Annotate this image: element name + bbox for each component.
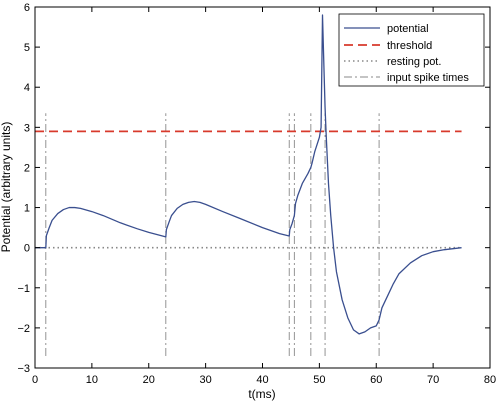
y-tick-label: 2 [24,162,30,174]
x-tick-label: 80 [484,374,496,386]
y-tick-label: −3 [17,363,30,375]
legend-box [338,13,485,87]
legend-label-spikes: input spike times [387,72,469,84]
x-tick-label: 0 [32,374,38,386]
x-tick-label: 20 [143,374,155,386]
y-tick-label: 5 [24,42,30,54]
x-tick-label: 30 [200,374,212,386]
legend-label-potential: potential [387,23,429,35]
y-tick-label: 0 [24,243,30,255]
y-tick-label: −2 [17,323,30,335]
potential-line [35,14,462,335]
x-tick-label: 10 [86,374,98,386]
y-tick-label: −1 [17,283,30,295]
legend-label-threshold: threshold [387,40,432,52]
y-tick-label: 3 [24,122,30,134]
y-tick-label: 4 [24,82,30,94]
series-lines [35,14,462,335]
x-axis-label: t(ms) [248,387,275,401]
y-tick-label: 1 [24,203,30,215]
legend-label-resting: resting pot. [387,56,441,68]
y-axis-label: Potential (arbitrary units) [0,122,13,253]
x-tick-label: 50 [313,374,325,386]
legend: potential threshold resting pot. input s… [338,13,485,87]
x-tick-label: 70 [427,374,439,386]
axis-ticks: 0 10 20 30 40 50 60 70 80 −3 −2 −1 0 1 2 3 4 5 6 [17,2,496,386]
y-tick-label: 6 [24,2,30,14]
x-tick-label: 40 [256,374,268,386]
x-tick-label: 60 [370,374,382,386]
